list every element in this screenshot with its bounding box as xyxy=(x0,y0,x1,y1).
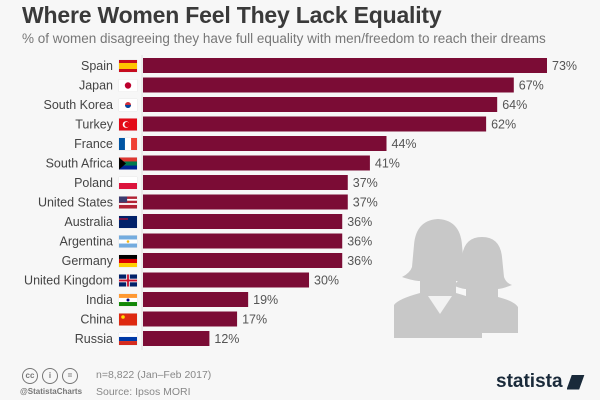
south-korea-flag-icon xyxy=(118,98,138,112)
value-label: 64% xyxy=(502,98,527,112)
value-label: 62% xyxy=(491,118,516,132)
category-label: Russia xyxy=(75,332,113,346)
bar-row: Argentina 36% xyxy=(59,233,372,249)
bar-row: South Africa 41% xyxy=(46,155,400,171)
bar-row: United States 37% xyxy=(38,194,378,210)
creative-commons-icons: cc i = xyxy=(22,368,78,384)
value-label: 36% xyxy=(347,235,372,249)
cc-icon: cc xyxy=(22,368,38,384)
germany-flag-icon xyxy=(118,254,138,268)
statista-wordmark: statista xyxy=(496,371,563,392)
bar xyxy=(143,136,387,151)
by-icon: i xyxy=(42,368,58,384)
bar-row: Turkey 62% xyxy=(75,116,516,132)
spain-flag-icon xyxy=(118,59,138,73)
category-label: United States xyxy=(38,196,113,210)
bar-row: Poland 37% xyxy=(74,175,378,190)
bar xyxy=(143,233,343,249)
value-label: 44% xyxy=(392,137,417,151)
france-flag-icon xyxy=(118,137,138,151)
value-label: 36% xyxy=(347,254,372,268)
value-label: 37% xyxy=(353,176,378,190)
category-label: Australia xyxy=(64,215,113,229)
bar-row: Spain 73% xyxy=(81,58,577,73)
bar xyxy=(143,292,249,307)
value-label: 19% xyxy=(253,293,278,307)
united-states-flag-icon xyxy=(118,196,138,209)
value-label: 67% xyxy=(519,79,544,93)
bar xyxy=(143,175,348,190)
category-label: Spain xyxy=(81,59,113,73)
united-kingdom-flag-icon xyxy=(118,274,138,287)
category-label: South Korea xyxy=(44,98,114,112)
category-label: United Kingdom xyxy=(24,274,113,288)
bar xyxy=(143,331,210,346)
bar xyxy=(143,253,343,268)
value-label: 41% xyxy=(375,157,400,171)
category-label: Turkey xyxy=(75,118,113,132)
category-label: France xyxy=(74,137,113,151)
value-label: 73% xyxy=(552,59,577,73)
bar-row: India 19% xyxy=(86,292,278,307)
value-label: 17% xyxy=(242,313,267,327)
category-label: China xyxy=(80,313,113,327)
bar-row: China 17% xyxy=(80,311,267,327)
turkey-flag-icon xyxy=(118,118,138,131)
india-flag-icon xyxy=(118,293,138,307)
bar xyxy=(143,155,370,171)
category-label: Argentina xyxy=(59,235,113,249)
value-label: 30% xyxy=(314,274,339,288)
bar-row: United Kingdom 30% xyxy=(24,272,339,288)
bar-row: France 44% xyxy=(74,136,417,151)
bar xyxy=(143,77,514,93)
sample-note: n=8,822 (Jan–Feb 2017) xyxy=(96,369,212,381)
bar-row: Japan 67% xyxy=(79,77,544,93)
chart-subtitle: % of women disagreeing they have full eq… xyxy=(22,31,546,46)
category-label: Japan xyxy=(79,79,113,93)
bar-row: Australia 36% xyxy=(64,214,372,229)
bar-row: Germany 36% xyxy=(62,253,372,268)
category-label: South Africa xyxy=(46,157,113,171)
japan-flag-icon xyxy=(118,79,138,92)
value-label: 37% xyxy=(353,196,378,210)
chart-title: Where Women Feel They Lack Equality xyxy=(22,2,442,28)
bar xyxy=(143,194,348,210)
statista-logo-icon xyxy=(566,374,585,390)
bar xyxy=(143,214,343,229)
bar-row: South Korea 64% xyxy=(44,97,527,112)
nd-icon: = xyxy=(62,368,78,384)
value-label: 12% xyxy=(214,332,239,346)
statista-handle: @StatistaCharts xyxy=(20,387,83,396)
category-label: India xyxy=(86,293,113,307)
category-label: Germany xyxy=(62,254,114,268)
bar-row: Russia 12% xyxy=(75,331,239,346)
argentina-flag-icon xyxy=(118,235,138,248)
australia-flag-icon xyxy=(118,215,138,229)
russia-flag-icon xyxy=(118,332,138,346)
poland-flag-icon xyxy=(118,176,138,190)
bar xyxy=(143,116,487,132)
bar xyxy=(143,311,238,327)
south-africa-flag-icon xyxy=(118,157,138,170)
value-label: 36% xyxy=(347,215,372,229)
statista-logo[interactable]: statista xyxy=(496,371,585,393)
bar xyxy=(143,272,310,288)
bar xyxy=(143,97,498,112)
bar xyxy=(143,58,547,73)
china-flag-icon xyxy=(118,313,138,326)
two-women-silhouette-icon xyxy=(394,219,518,338)
category-label: Poland xyxy=(74,176,113,190)
source-note: Source: Ipsos MORI xyxy=(96,386,191,398)
